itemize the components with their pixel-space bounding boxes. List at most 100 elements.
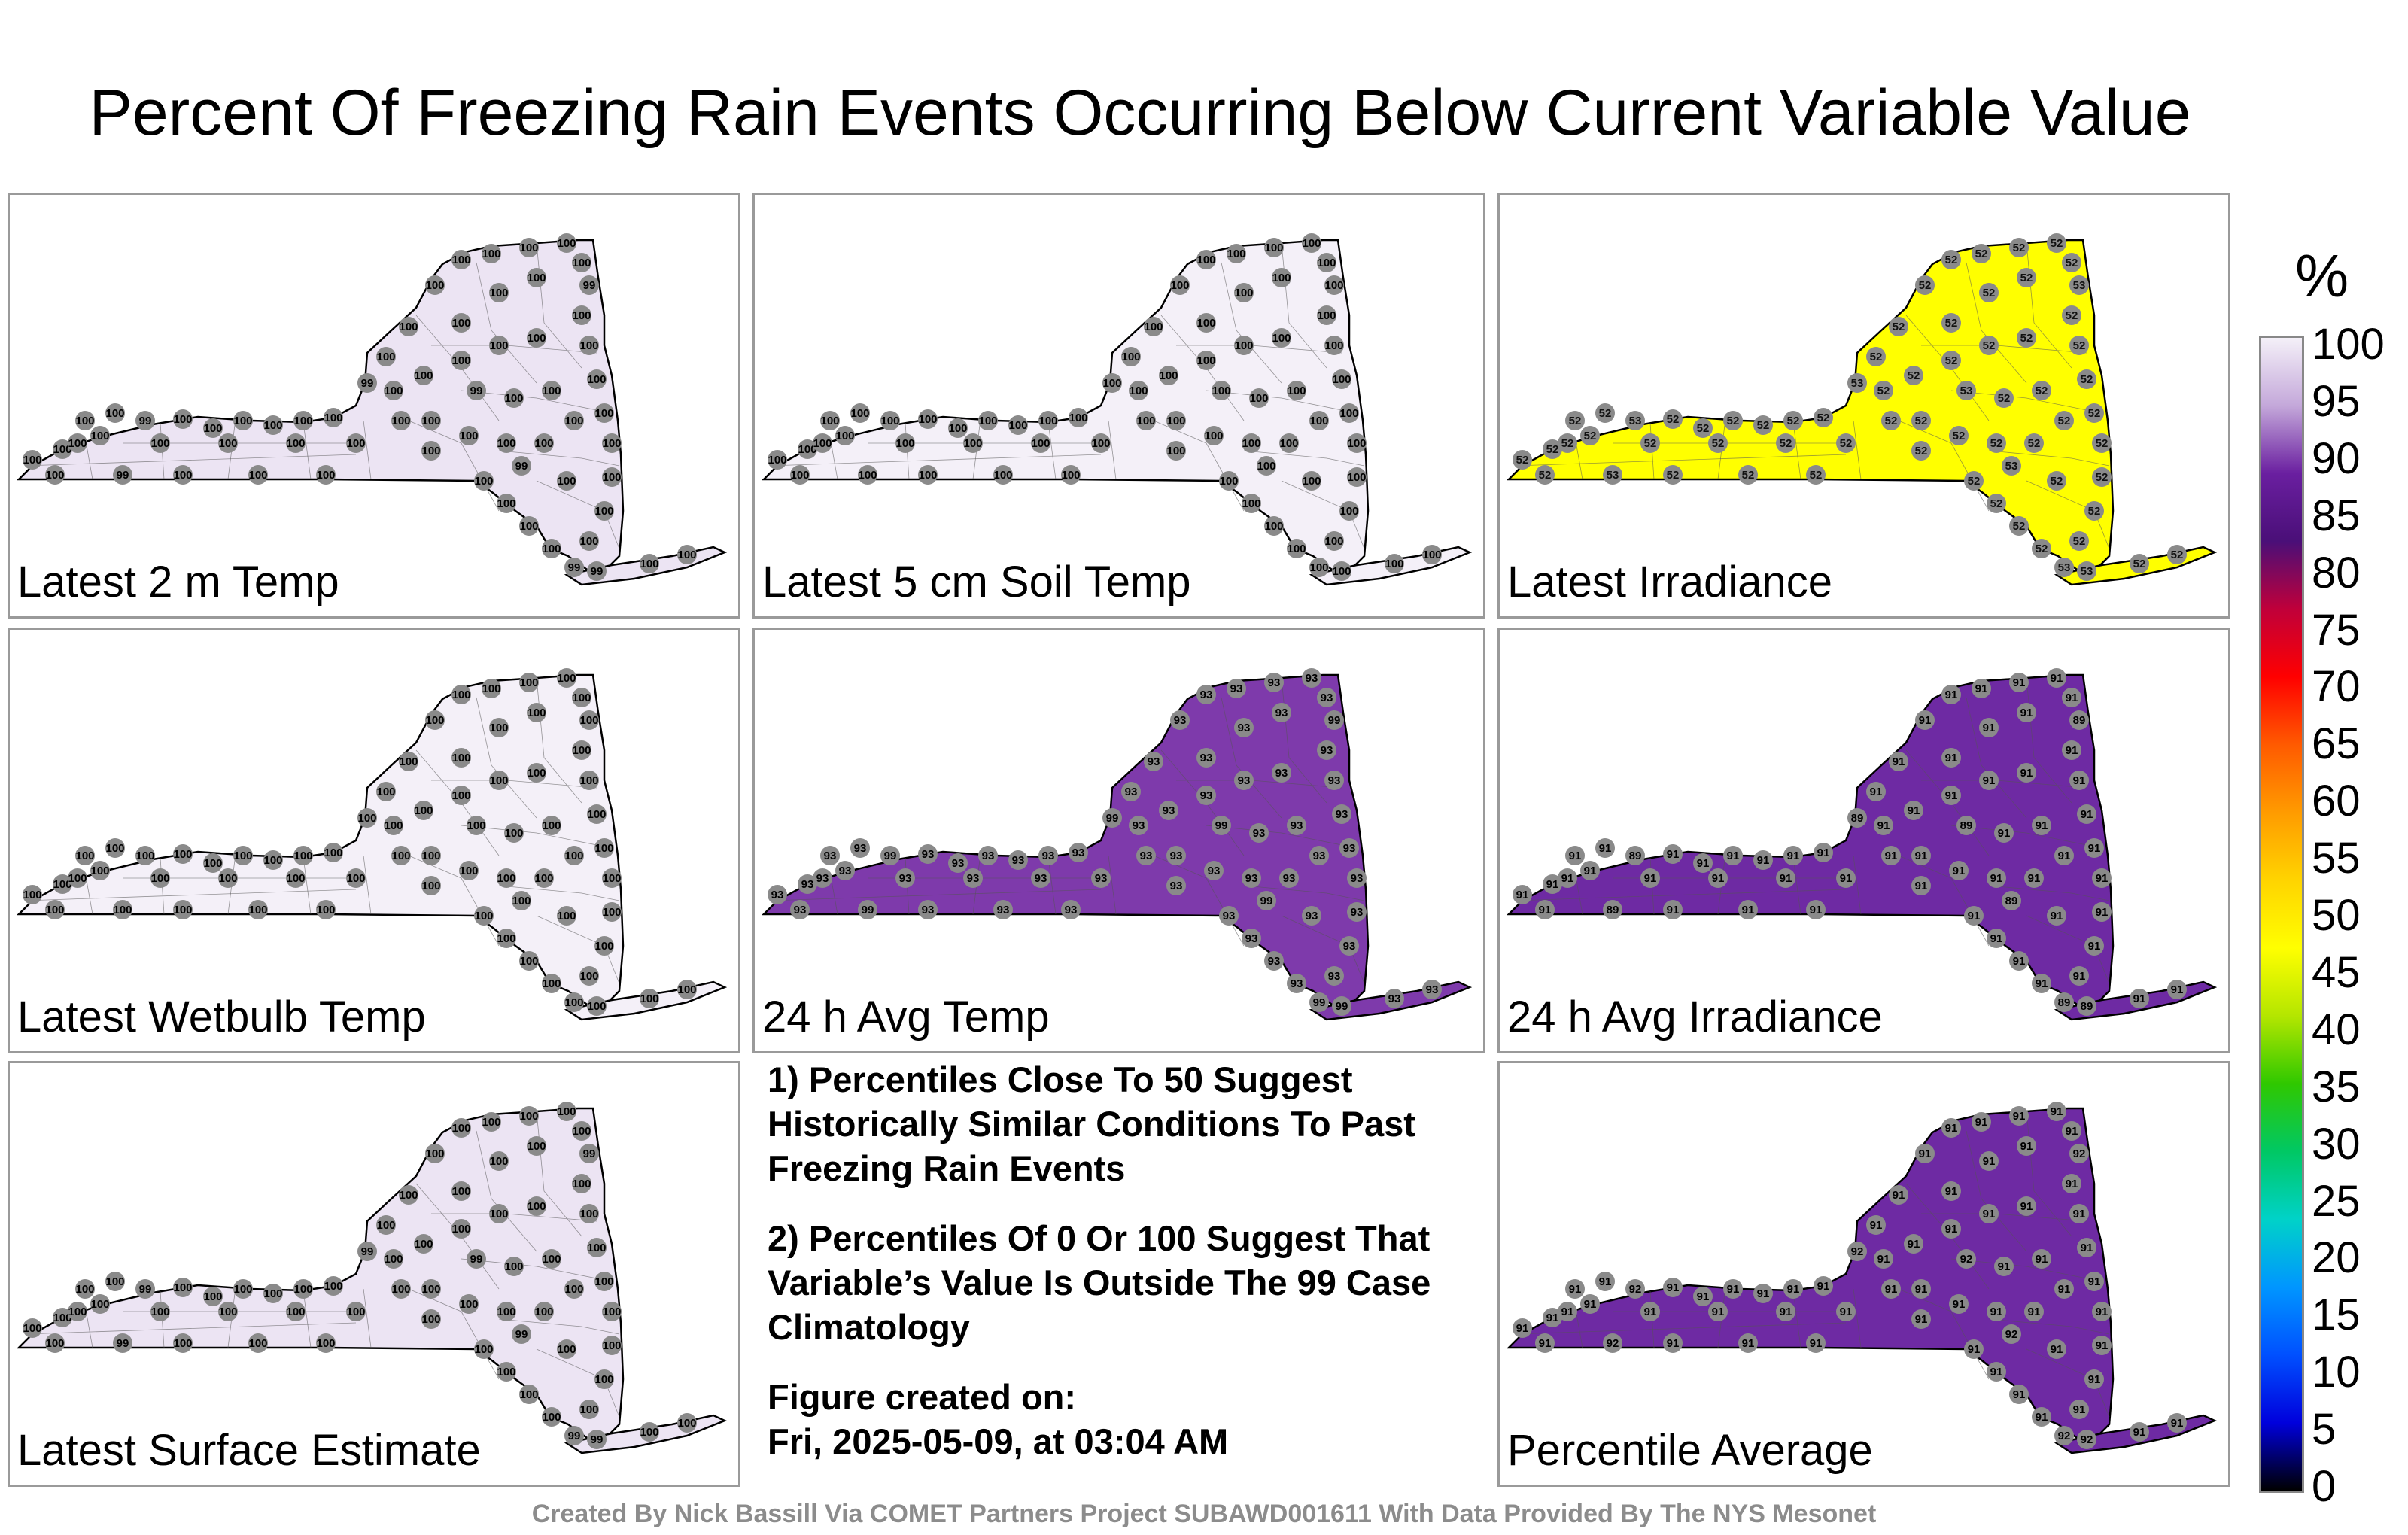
station-marker bbox=[640, 989, 659, 1008]
station-marker bbox=[1987, 929, 2006, 948]
station-value: 100 bbox=[918, 413, 937, 426]
station-value: 52 bbox=[1516, 454, 1529, 467]
station-marker bbox=[1543, 874, 1562, 894]
station-value: 52 bbox=[2066, 309, 2078, 322]
station-marker bbox=[286, 1302, 306, 1321]
station-value: 100 bbox=[203, 857, 222, 870]
station-marker bbox=[1257, 456, 1276, 476]
colorbar-tick: 35 bbox=[2312, 1062, 2361, 1111]
station-marker bbox=[1640, 1302, 1660, 1321]
station-value: 100 bbox=[527, 332, 546, 345]
station-value: 100 bbox=[346, 872, 365, 885]
station-marker bbox=[248, 900, 268, 919]
station-value: 93 bbox=[1291, 819, 1303, 832]
station-value: 100 bbox=[978, 415, 997, 427]
station-value: 100 bbox=[45, 904, 64, 916]
station-value: 91 bbox=[1644, 1306, 1657, 1318]
station-marker bbox=[482, 244, 501, 263]
station-marker bbox=[1708, 1302, 1728, 1321]
station-value: 100 bbox=[542, 385, 561, 397]
station-marker bbox=[2054, 411, 2074, 430]
station-value: 52 bbox=[2088, 407, 2101, 420]
station-value: 92 bbox=[1960, 1253, 1973, 1266]
county-line bbox=[1853, 1288, 1862, 1348]
station-value: 100 bbox=[504, 392, 523, 405]
station-value: 93 bbox=[1351, 872, 1364, 885]
station-value: 99 bbox=[470, 1253, 483, 1266]
station-marker bbox=[1513, 1318, 1532, 1338]
station-value: 99 bbox=[139, 415, 152, 427]
station-marker bbox=[53, 874, 72, 894]
station-value: 91 bbox=[1945, 1122, 1958, 1135]
station-value: 100 bbox=[579, 535, 598, 548]
station-marker bbox=[1196, 351, 1216, 370]
station-marker bbox=[1332, 561, 1351, 581]
station-value: 100 bbox=[421, 850, 440, 862]
panel-label: Latest Irradiance bbox=[1507, 558, 1833, 606]
colorbar-unit: % bbox=[2295, 242, 2349, 309]
station-value: 100 bbox=[248, 904, 267, 916]
station-marker bbox=[1234, 718, 1254, 737]
station-value: 91 bbox=[1742, 904, 1755, 916]
station-value: 100 bbox=[1324, 535, 1343, 548]
station-marker bbox=[557, 1339, 576, 1359]
station-marker bbox=[948, 418, 968, 438]
station-marker bbox=[2167, 545, 2187, 564]
station-value: 100 bbox=[534, 437, 553, 450]
station-value: 100 bbox=[527, 1140, 546, 1153]
station-marker bbox=[1144, 317, 1163, 336]
station-value: 91 bbox=[1919, 714, 1932, 727]
station-value: 100 bbox=[527, 1200, 546, 1213]
station-marker bbox=[1972, 244, 1991, 263]
colorbar-tick: 80 bbox=[2312, 548, 2361, 597]
station-marker bbox=[1693, 418, 1713, 438]
station-value: 99 bbox=[515, 460, 528, 473]
station-marker bbox=[519, 1385, 539, 1404]
station-value: 52 bbox=[1697, 422, 1710, 435]
station-value: 100 bbox=[1136, 415, 1155, 427]
colorbar-tick: 100 bbox=[2312, 320, 2385, 369]
station-marker bbox=[2054, 1426, 2074, 1445]
station-value: 91 bbox=[1870, 1219, 1883, 1232]
station-marker bbox=[602, 1302, 622, 1321]
station-marker bbox=[557, 233, 576, 253]
station-marker bbox=[497, 1302, 516, 1321]
station-marker bbox=[534, 868, 554, 888]
station-value: 100 bbox=[594, 842, 613, 855]
station-marker bbox=[1904, 801, 1923, 820]
station-value: 100 bbox=[203, 1290, 222, 1303]
station-value: 100 bbox=[233, 850, 252, 862]
station-marker bbox=[1911, 876, 1931, 895]
station-marker bbox=[1994, 823, 2014, 843]
station-value: 100 bbox=[534, 872, 553, 885]
station-marker bbox=[2062, 305, 2081, 325]
station-value: 93 bbox=[982, 850, 995, 862]
station-marker bbox=[1535, 900, 1555, 919]
colorbar-tick: 70 bbox=[2312, 662, 2361, 712]
station-marker bbox=[594, 1369, 614, 1389]
station-marker bbox=[1166, 411, 1186, 430]
station-value: 100 bbox=[572, 257, 591, 269]
station-value: 100 bbox=[1339, 407, 1358, 420]
station-marker bbox=[2009, 1385, 2029, 1404]
station-value: 52 bbox=[1945, 254, 1958, 266]
station-value: 100 bbox=[602, 437, 621, 450]
station-marker bbox=[2130, 554, 2149, 573]
station-value: 100 bbox=[1234, 339, 1253, 352]
station-value: 52 bbox=[2036, 385, 2048, 397]
station-marker bbox=[1640, 868, 1660, 888]
station-value: 100 bbox=[286, 1306, 305, 1318]
county-line bbox=[1950, 825, 2102, 849]
station-marker bbox=[1941, 1181, 1961, 1201]
station-value: 93 bbox=[1351, 906, 1364, 919]
station-value: 100 bbox=[1159, 369, 1178, 382]
station-marker bbox=[2084, 1272, 2104, 1291]
station-marker bbox=[2084, 501, 2104, 521]
station-marker bbox=[2047, 471, 2066, 491]
station-value: 92 bbox=[2073, 1147, 2086, 1160]
station-marker bbox=[587, 996, 607, 1016]
station-marker bbox=[1324, 771, 1344, 790]
county-line bbox=[769, 454, 1102, 467]
station-marker bbox=[602, 433, 622, 453]
colorbar-tick: 65 bbox=[2312, 719, 2361, 769]
